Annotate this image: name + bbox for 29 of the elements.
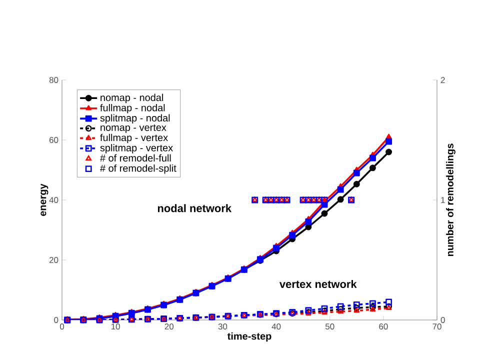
legend-label: splitmap - nodal (100, 114, 170, 124)
y-tick-label: 40 (49, 197, 58, 203)
legend-label: fullmap - nodal (100, 104, 165, 114)
y2-axis-title: number of remodellings (446, 144, 456, 256)
x-tick-label: 40 (272, 324, 281, 330)
x-tick-label: 70 (432, 324, 442, 330)
x-axis-title: time-step (227, 332, 272, 342)
x-tick-label: 60 (379, 324, 388, 330)
x-tick-label: 10 (112, 324, 120, 330)
x-tick-label: 20 (164, 324, 174, 330)
legend-label: # of remodel-split (100, 164, 176, 174)
annotation: nodal network (158, 204, 232, 212)
x-tick-label: 30 (218, 324, 228, 330)
legend-label: nomap - nodal (100, 94, 163, 104)
y2-tick-label: 1 (441, 197, 445, 203)
legend-label: # of remodel-full (100, 154, 171, 162)
x-tick-label: 50 (325, 324, 334, 330)
legend-label: splitmap - vertex (100, 144, 173, 154)
legend-label: fullmap - vertex (100, 134, 168, 144)
y-tick-label: 0 (54, 317, 58, 323)
y2-tick-label: 0 (440, 317, 445, 323)
y2-tick-label: 2 (440, 77, 445, 83)
x-tick-label: 0 (60, 324, 64, 330)
y-tick-label: 80 (49, 77, 58, 83)
y-axis-title: energy (40, 184, 48, 216)
y-tick-label: 60 (50, 137, 58, 143)
legend-label: nomap - vertex (100, 124, 166, 133)
annotation: vertex network (279, 280, 357, 288)
y-tick-label: 20 (49, 257, 58, 263)
